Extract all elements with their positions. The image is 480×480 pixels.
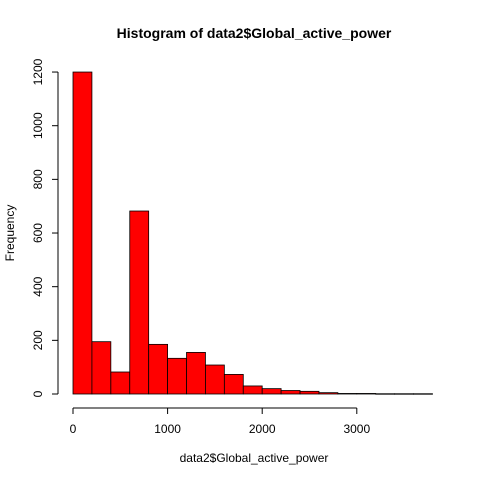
- histogram-bar-12: [299, 390, 320, 395]
- histogram-bar-10: [261, 388, 282, 395]
- y-axis: 0 200 400 600 800 1000 1200: [31, 58, 59, 397]
- y-tick-label-6: 1200: [31, 58, 45, 85]
- histogram-bar-17: [394, 393, 414, 395]
- chart-title: Histogram of data2$Global_active_power: [117, 25, 392, 41]
- y-tick-label-0: 0: [31, 390, 45, 397]
- x-tick-label-1: 1000: [154, 422, 181, 436]
- histogram-bar-0: [72, 71, 93, 395]
- histogram-bar-2: [110, 371, 131, 395]
- histogram-bar-13: [318, 392, 339, 395]
- histogram-bar-9: [242, 385, 263, 395]
- x-axis: 0 1000 2000 3000: [70, 407, 370, 436]
- histogram-bar-4: [148, 343, 168, 395]
- histogram-bar-18: [413, 393, 433, 395]
- y-axis-label: Frequency: [3, 205, 17, 262]
- y-tick-label-2: 400: [31, 276, 45, 296]
- bars-group: [72, 71, 433, 395]
- histogram-bar-6: [186, 352, 206, 395]
- y-tick-label-5: 1000: [31, 112, 45, 139]
- y-tick-label-4: 800: [31, 169, 45, 189]
- histogram-bar-1: [91, 341, 112, 395]
- y-tick-label-3: 600: [31, 223, 45, 243]
- histogram-bar-11: [280, 390, 301, 395]
- x-axis-label: data2$Global_active_power: [180, 451, 329, 465]
- x-tick-label-0: 0: [70, 422, 77, 436]
- histogram-bar-14: [337, 393, 358, 395]
- histogram-bar-5: [167, 357, 187, 395]
- histogram-bar-3: [129, 210, 150, 395]
- histogram-bar-16: [375, 393, 396, 395]
- histogram-bar-8: [223, 374, 244, 395]
- histogram-bar-7: [205, 364, 225, 395]
- histogram-bar-15: [356, 393, 377, 395]
- x-tick-label-2: 2000: [249, 422, 276, 436]
- x-tick-label-3: 3000: [343, 422, 370, 436]
- y-tick-label-1: 200: [31, 330, 45, 350]
